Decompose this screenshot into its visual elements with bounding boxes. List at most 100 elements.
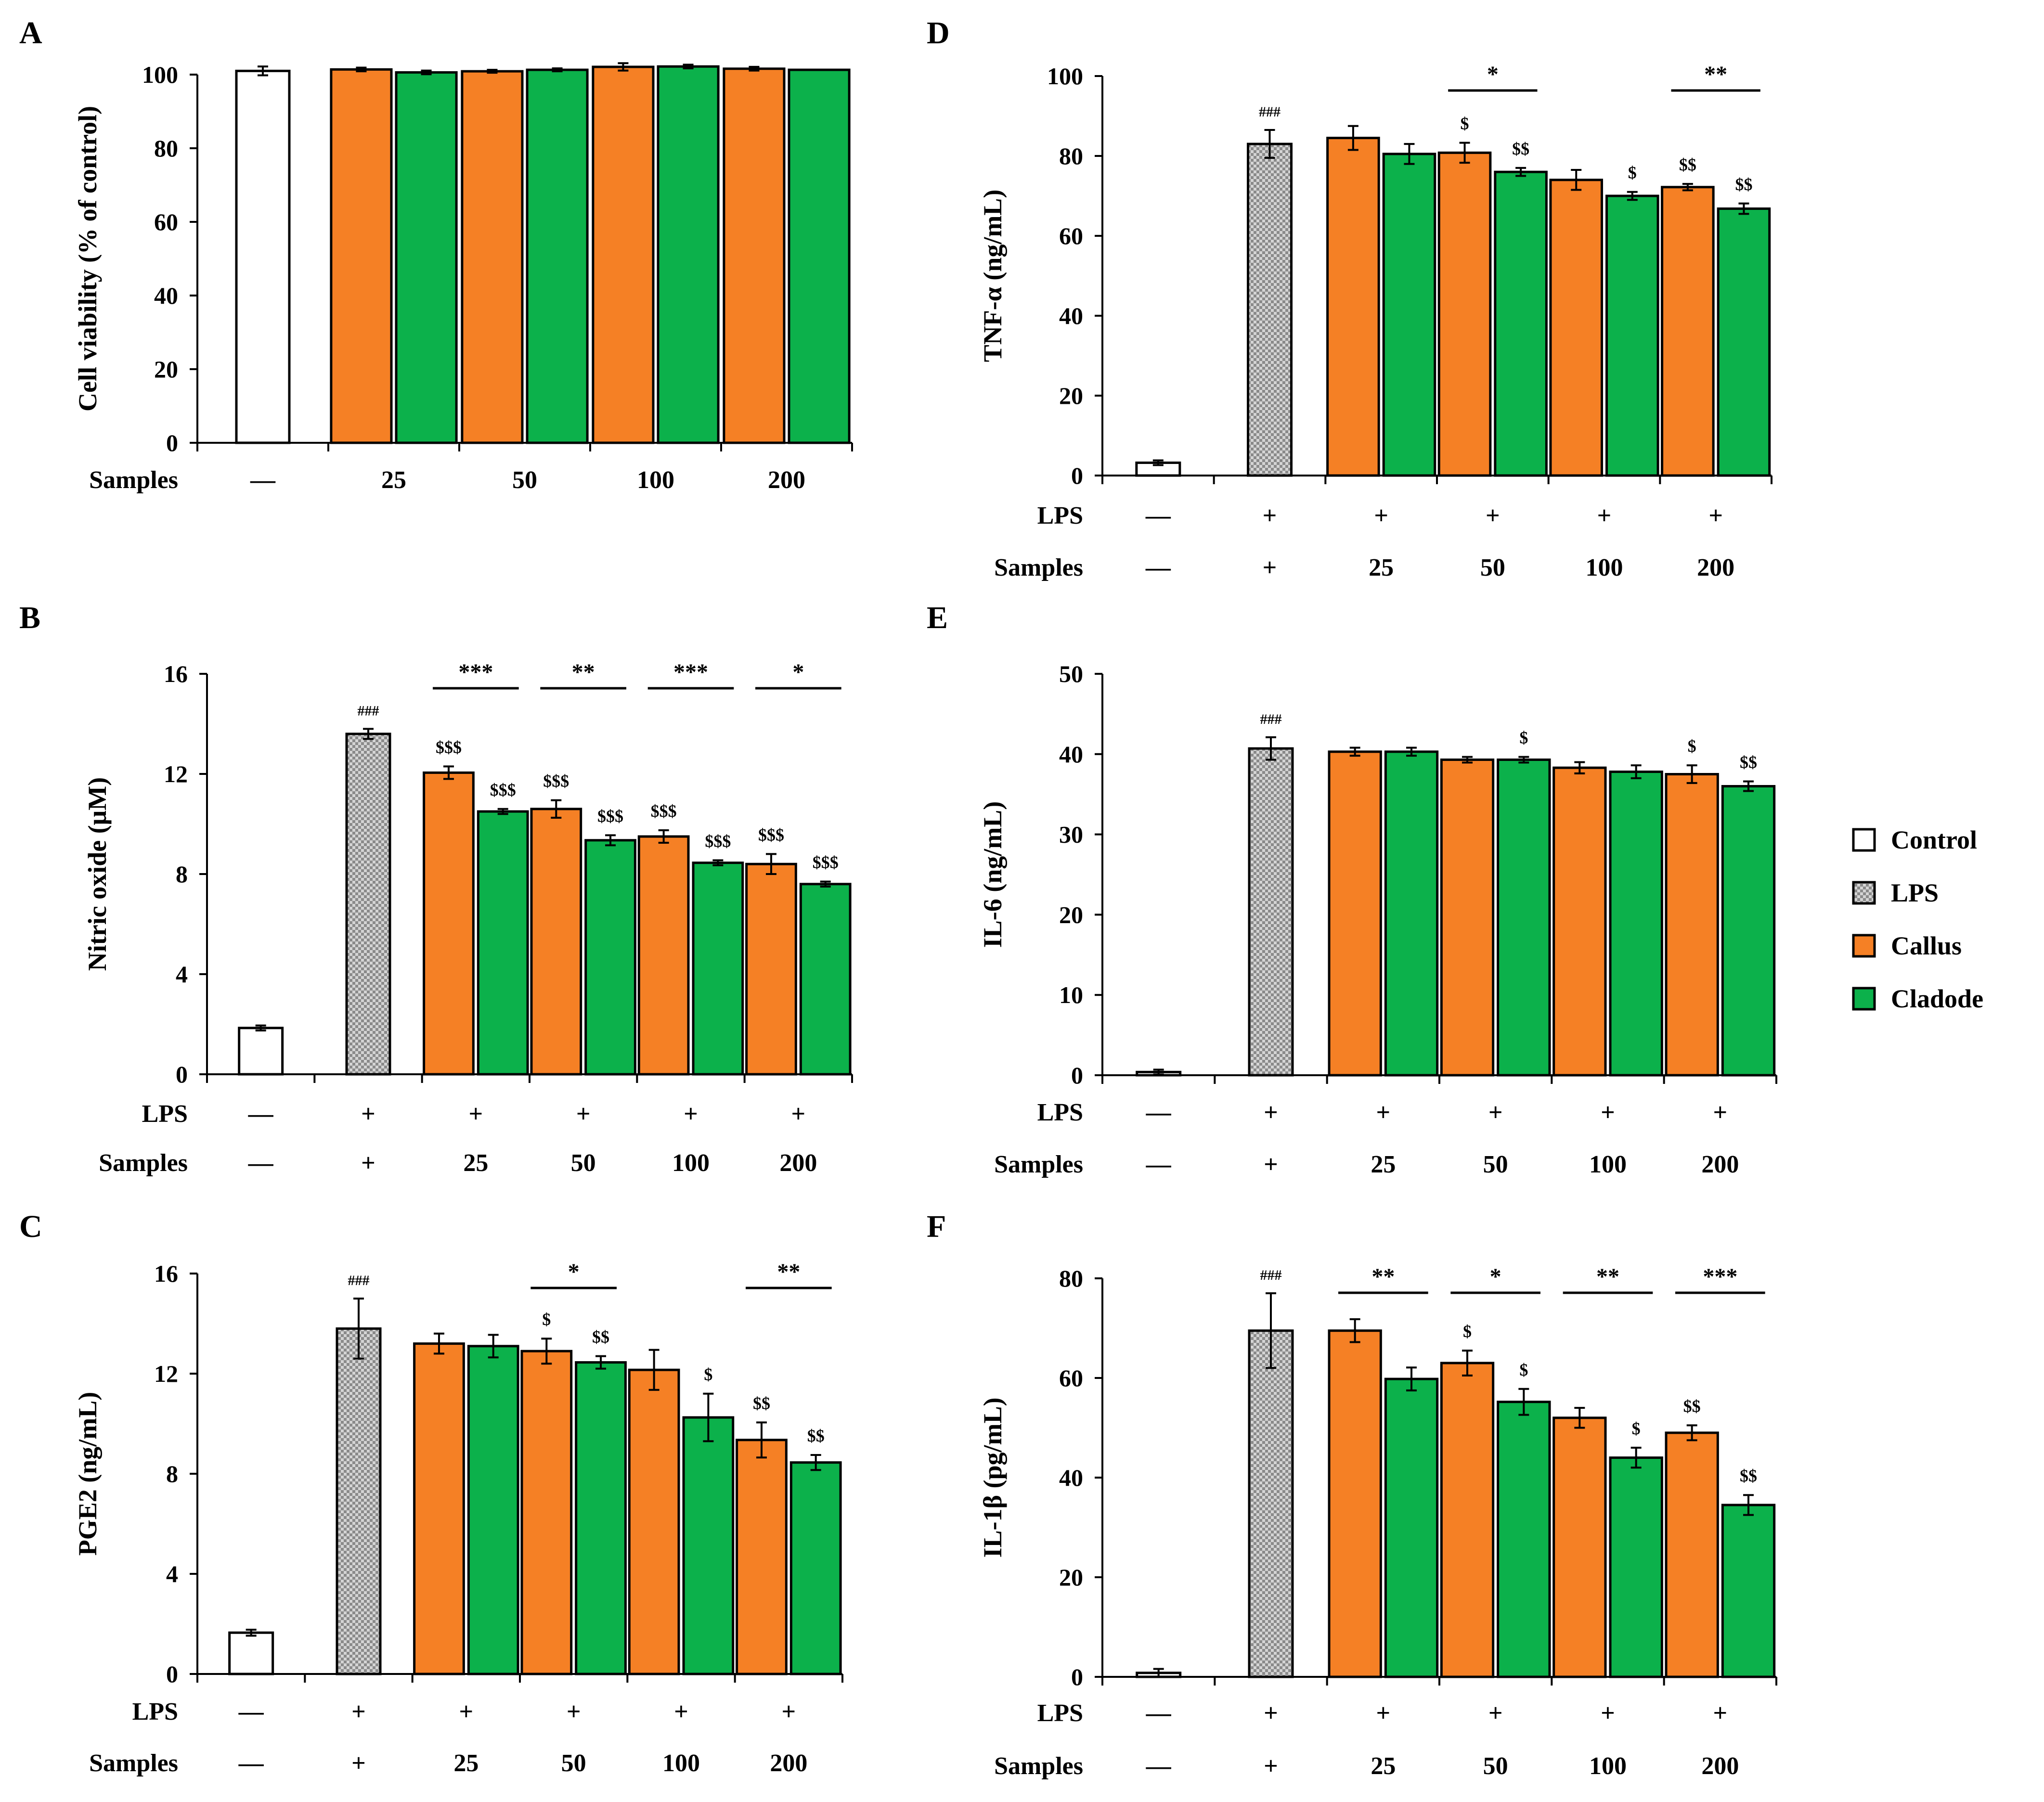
significance-mark: $	[1463, 1322, 1472, 1341]
significance-stars: ***	[1703, 1264, 1737, 1289]
significance-mark: $$	[807, 1426, 825, 1445]
row-value: —	[250, 466, 276, 494]
bar-lps	[1248, 747, 1294, 1077]
y-tick-label: 16	[164, 660, 188, 687]
bar-callus	[423, 771, 475, 1076]
row-value: 25	[381, 466, 406, 494]
y-tick-label: 0	[1071, 462, 1083, 489]
row-label: Samples	[89, 1750, 178, 1777]
y-tick-label: 0	[176, 1061, 188, 1088]
legend-item: Callus	[1852, 931, 1962, 960]
legend-label: Control	[1891, 825, 1977, 854]
significance-mark: ###	[1260, 711, 1282, 727]
bar-callus	[330, 68, 393, 444]
y-tick-label: 0	[166, 429, 178, 456]
bar-cladode	[657, 65, 720, 444]
bar-cladode	[799, 883, 852, 1076]
row-value: +	[567, 1698, 581, 1725]
y-tick-label: 12	[164, 760, 188, 787]
row-label: LPS	[1037, 1099, 1083, 1126]
row-value: 200	[779, 1149, 817, 1177]
significance-mark: ###	[1259, 104, 1281, 120]
bar-callus	[520, 1350, 573, 1675]
row-value: —	[238, 1698, 264, 1725]
row-value: 100	[1589, 1752, 1627, 1780]
bar-callus	[723, 67, 786, 444]
significance-mark: ###	[348, 1273, 370, 1288]
row-value: +	[351, 1698, 366, 1725]
row-value: +	[1597, 502, 1612, 529]
row-value: +	[1376, 1699, 1391, 1727]
bar-callus	[1437, 151, 1492, 477]
row-value: —	[1146, 1699, 1172, 1727]
bar-cladode	[395, 71, 458, 444]
significance-stars: **	[1596, 1264, 1619, 1289]
row-value: +	[576, 1100, 591, 1128]
row-label: LPS	[142, 1100, 188, 1128]
bar-callus	[1552, 766, 1607, 1077]
y-axis-label: PGE2 (ng/mL)	[73, 1392, 102, 1556]
bar-callus	[1661, 186, 1715, 477]
row-value: +	[791, 1100, 806, 1128]
row-value: —	[1146, 1099, 1172, 1126]
panel-letter: F	[927, 1209, 946, 1244]
panel-letter: E	[927, 600, 948, 635]
bar-callus	[1665, 1431, 1719, 1678]
y-tick-label: 40	[154, 282, 178, 309]
row-value: +	[1601, 1699, 1615, 1727]
significance-mark: $$	[1740, 753, 1757, 772]
row-value: +	[351, 1750, 366, 1777]
bar-control	[228, 1631, 274, 1675]
row-value: +	[1263, 502, 1277, 529]
significance-mark: $	[542, 1310, 551, 1329]
significance-stars: **	[1371, 1264, 1395, 1289]
y-axis-label: Cell viability (% of control)	[73, 106, 102, 412]
y-axis-label: IL-1β (pg/mL)	[978, 1398, 1007, 1558]
row-value: 50	[561, 1750, 586, 1777]
significance-mark: $$$	[597, 806, 623, 825]
row-value: —	[1146, 1752, 1172, 1780]
bar-lps	[1247, 142, 1293, 477]
row-value: —	[1145, 502, 1171, 529]
row-value: —	[248, 1100, 274, 1128]
legend-item: Control	[1852, 825, 1977, 854]
significance-mark: ###	[1260, 1267, 1282, 1283]
bar-cladode	[526, 68, 589, 444]
row-value: +	[1713, 1699, 1728, 1727]
row-value: 25	[1371, 1752, 1396, 1780]
significance-mark: $	[1519, 728, 1528, 747]
bar-callus	[1328, 1329, 1382, 1678]
row-value: 25	[1369, 554, 1394, 581]
bar-callus	[461, 70, 524, 444]
bar-lps	[336, 1327, 382, 1675]
bar-callus	[592, 65, 655, 444]
bar-cladode	[788, 68, 851, 444]
row-value: +	[1264, 1752, 1278, 1780]
bar-callus	[1328, 750, 1382, 1077]
row-value: +	[782, 1698, 796, 1725]
significance-mark: $$	[1683, 1396, 1701, 1416]
legend-swatch	[1852, 828, 1876, 852]
significance-stars: *	[1487, 62, 1499, 87]
bar-cladode	[692, 862, 744, 1076]
significance-mark: $$$	[490, 780, 516, 799]
row-value: +	[684, 1100, 698, 1128]
bar-cladode	[1605, 194, 1659, 477]
row-value: +	[1374, 502, 1388, 529]
row-value: 50	[1483, 1151, 1508, 1178]
bar-callus	[637, 835, 690, 1076]
y-tick-label: 80	[154, 135, 178, 162]
bar-control	[235, 69, 291, 444]
bar-cladode	[1494, 170, 1548, 477]
row-value: +	[1376, 1099, 1391, 1126]
significance-stars: *	[1490, 1264, 1501, 1289]
bar-callus	[1665, 773, 1719, 1077]
y-tick-label: 40	[1059, 302, 1083, 329]
bar-callus	[1440, 1362, 1495, 1678]
legend-label: Cladode	[1891, 984, 1983, 1013]
significance-stars: **	[777, 1259, 800, 1285]
bar-cladode	[1721, 785, 1776, 1077]
row-value: 200	[1701, 1752, 1739, 1780]
